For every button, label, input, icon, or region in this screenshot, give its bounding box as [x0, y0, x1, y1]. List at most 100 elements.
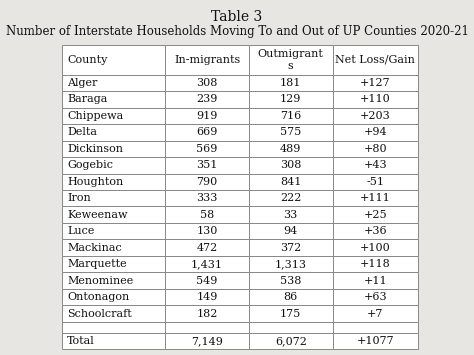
Bar — [62, 190, 165, 207]
Bar — [62, 272, 165, 289]
Bar — [62, 305, 165, 322]
Bar — [165, 289, 249, 305]
Text: Baraga: Baraga — [67, 94, 108, 104]
Text: 308: 308 — [280, 160, 301, 170]
Bar — [165, 239, 249, 256]
Bar — [333, 190, 418, 207]
Text: 549: 549 — [196, 275, 218, 286]
Bar — [333, 124, 418, 141]
Bar — [249, 239, 333, 256]
Bar — [165, 322, 249, 333]
Bar — [165, 91, 249, 108]
Text: 669: 669 — [196, 127, 218, 137]
Bar — [165, 256, 249, 272]
Text: +111: +111 — [360, 193, 391, 203]
Text: +36: +36 — [364, 226, 387, 236]
Bar — [333, 207, 418, 223]
Bar — [62, 333, 165, 349]
Bar — [333, 223, 418, 239]
Text: In-migrants: In-migrants — [174, 55, 240, 65]
Text: 1,313: 1,313 — [275, 259, 307, 269]
Text: Mackinac: Mackinac — [67, 243, 122, 253]
Bar — [62, 223, 165, 239]
Text: Chippewa: Chippewa — [67, 111, 123, 121]
Bar — [249, 207, 333, 223]
Bar — [62, 322, 165, 333]
Bar — [165, 174, 249, 190]
Bar — [333, 174, 418, 190]
Text: Alger: Alger — [67, 78, 97, 88]
Text: +203: +203 — [360, 111, 391, 121]
Text: Ontonagon: Ontonagon — [67, 292, 129, 302]
Text: +25: +25 — [364, 210, 387, 220]
Text: Outmigrant
s: Outmigrant s — [258, 49, 324, 71]
Bar — [249, 75, 333, 91]
Text: +80: +80 — [364, 144, 387, 154]
Bar — [165, 124, 249, 141]
Bar — [249, 272, 333, 289]
Text: 7,149: 7,149 — [191, 336, 223, 346]
Text: +43: +43 — [364, 160, 387, 170]
Bar — [333, 322, 418, 333]
Bar — [249, 157, 333, 174]
Text: 1,431: 1,431 — [191, 259, 223, 269]
Bar — [333, 91, 418, 108]
Text: 130: 130 — [196, 226, 218, 236]
Bar — [165, 141, 249, 157]
Bar — [165, 157, 249, 174]
Text: 33: 33 — [283, 210, 298, 220]
Bar — [62, 75, 165, 91]
Bar — [333, 333, 418, 349]
Text: 58: 58 — [200, 210, 214, 220]
Bar — [62, 256, 165, 272]
Bar — [165, 305, 249, 322]
Text: 716: 716 — [280, 111, 301, 121]
Text: Luce: Luce — [67, 226, 94, 236]
Bar — [249, 333, 333, 349]
Bar — [249, 223, 333, 239]
Text: 372: 372 — [280, 243, 301, 253]
Bar — [165, 45, 249, 75]
Bar — [249, 289, 333, 305]
Bar — [165, 108, 249, 124]
Bar — [249, 190, 333, 207]
Text: Marquette: Marquette — [67, 259, 127, 269]
Text: -51: -51 — [366, 177, 384, 187]
Text: 489: 489 — [280, 144, 301, 154]
Text: 129: 129 — [280, 94, 301, 104]
Text: +100: +100 — [360, 243, 391, 253]
Bar — [333, 141, 418, 157]
Text: +11: +11 — [364, 275, 387, 286]
Bar — [165, 190, 249, 207]
Text: Table 3: Table 3 — [211, 10, 263, 24]
Bar — [333, 75, 418, 91]
Bar — [249, 256, 333, 272]
Bar — [333, 305, 418, 322]
Bar — [165, 75, 249, 91]
Text: +118: +118 — [360, 259, 391, 269]
Text: 182: 182 — [196, 308, 218, 318]
Bar — [333, 108, 418, 124]
Bar — [249, 174, 333, 190]
Text: 333: 333 — [196, 193, 218, 203]
Bar — [165, 223, 249, 239]
Bar — [165, 272, 249, 289]
Text: Delta: Delta — [67, 127, 97, 137]
Bar — [62, 157, 165, 174]
Text: 149: 149 — [196, 292, 218, 302]
Text: 94: 94 — [283, 226, 298, 236]
Text: +7: +7 — [367, 308, 383, 318]
Bar — [249, 305, 333, 322]
Bar — [165, 207, 249, 223]
Text: +1077: +1077 — [356, 336, 394, 346]
Text: Dickinson: Dickinson — [67, 144, 123, 154]
Bar — [249, 322, 333, 333]
Text: 575: 575 — [280, 127, 301, 137]
Text: +94: +94 — [364, 127, 387, 137]
Text: 222: 222 — [280, 193, 301, 203]
Text: County: County — [67, 55, 108, 65]
Bar — [62, 239, 165, 256]
Text: Total: Total — [67, 336, 95, 346]
Text: 86: 86 — [283, 292, 298, 302]
Bar — [62, 141, 165, 157]
